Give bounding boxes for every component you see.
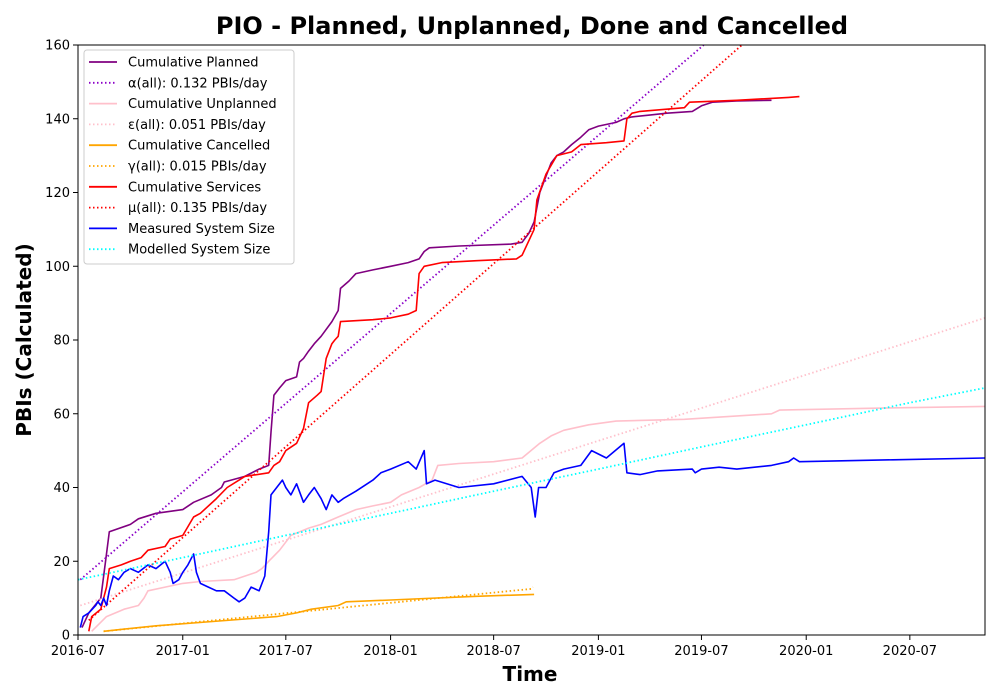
legend-label-3: ε(all): 0.051 PBIs/day	[128, 118, 266, 133]
x-tick-label-6: 2019-07	[674, 644, 728, 659]
legend-label-2: Cumulative Unplanned	[128, 97, 277, 112]
legend-label-1: α(all): 0.132 PBIs/day	[128, 76, 268, 91]
y-tick-label-5: 100	[45, 260, 70, 275]
y-axis-label: PBIs (Calculated)	[12, 243, 36, 436]
y-tick-label-6: 120	[45, 186, 70, 201]
x-tick-label-0: 2016-07	[51, 644, 105, 659]
y-axis-ticks: 0 20 40 60 80 100 120 140 160	[45, 39, 78, 644]
series-line-0	[81, 99, 772, 628]
series-line-2	[91, 405, 985, 632]
series-line-7	[88, 45, 743, 621]
legend-label-4: Cumulative Cancelled	[128, 139, 270, 154]
legend-label-0: Cumulative Planned	[128, 56, 258, 71]
y-tick-label-4: 80	[53, 334, 70, 349]
x-tick-label-2: 2017-07	[259, 644, 313, 659]
series-line-1	[79, 45, 705, 581]
x-axis-ticks: 2016-07 2017-01 2017-07 2018-01 2018-07 2019-…	[51, 635, 937, 659]
x-tick-label-5: 2019-01	[571, 644, 625, 659]
y-tick-label-3: 60	[53, 407, 70, 422]
series-line-3	[80, 317, 985, 607]
series-line-6	[88, 95, 800, 632]
x-tick-label-1: 2017-01	[156, 644, 210, 659]
series-line-9	[78, 387, 985, 581]
series-line-4	[103, 593, 535, 633]
series-line-5	[103, 586, 534, 633]
series-line-8	[79, 442, 985, 628]
legend-label-9: Modelled System Size	[128, 243, 270, 258]
y-tick-label-8: 160	[45, 39, 70, 54]
legend-label-8: Measured System Size	[128, 222, 275, 237]
x-tick-label-7: 2020-01	[779, 644, 833, 659]
y-tick-label-0: 0	[62, 629, 70, 644]
x-tick-label-3: 2018-01	[363, 644, 417, 659]
legend-label-5: γ(all): 0.015 PBIs/day	[128, 160, 267, 175]
y-tick-label-2: 40	[53, 481, 70, 496]
x-tick-label-4: 2018-07	[466, 644, 520, 659]
chart-title: PIO - Planned, Unplanned, Done and Cance…	[216, 12, 848, 40]
legend-box	[83, 49, 295, 265]
y-tick-label-7: 140	[45, 112, 70, 127]
x-tick-label-8: 2020-07	[883, 644, 937, 659]
y-tick-label-1: 20	[53, 555, 70, 570]
series-layer	[78, 45, 985, 633]
x-axis-label: Time	[503, 662, 558, 686]
legend: Cumulative Planned α(all): 0.132 PBIs/day…	[83, 49, 295, 265]
legend-label-7: μ(all): 0.135 PBIs/day	[128, 201, 267, 216]
legend-label-6: Cumulative Services	[128, 180, 261, 195]
